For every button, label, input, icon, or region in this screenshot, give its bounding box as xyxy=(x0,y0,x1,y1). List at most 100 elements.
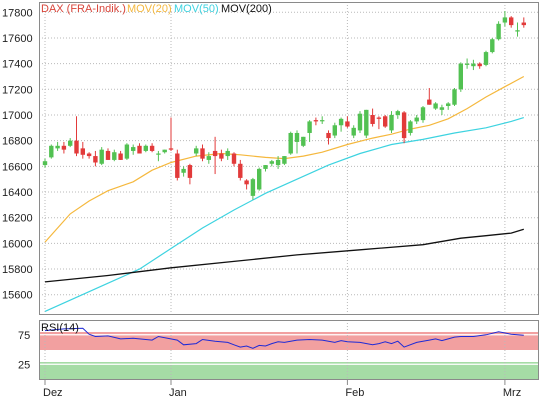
candle-down xyxy=(370,114,375,124)
candle-up xyxy=(395,111,400,115)
candle-up xyxy=(414,117,419,122)
candle-down xyxy=(105,150,111,160)
candle-up xyxy=(446,103,451,106)
x-tick-label: Dez xyxy=(43,387,63,399)
candle-up xyxy=(112,152,117,160)
candle-up xyxy=(156,153,161,155)
candle-up xyxy=(408,121,413,133)
candle-up xyxy=(206,156,211,160)
candle-down xyxy=(477,63,482,67)
x-tick-label: Jan xyxy=(169,387,187,399)
x-tick-label: Mrz xyxy=(503,387,521,399)
candle-up xyxy=(288,132,293,154)
rsi-y-tick: 25 xyxy=(18,359,30,371)
candle-up xyxy=(307,121,312,133)
ma-line-200 xyxy=(44,228,524,283)
candle-up xyxy=(99,149,104,164)
legend-title: DAX (FRA-Indik.) xyxy=(41,3,126,15)
candle-up xyxy=(294,132,300,142)
price-y-tick: 16000 xyxy=(2,238,33,250)
candle-up xyxy=(162,149,167,153)
rsi-line xyxy=(44,327,524,349)
candle-down xyxy=(80,148,85,155)
chart-legend: DAX (FRA-Indik.) MOV(20) MOV(50) MOV(200… xyxy=(41,3,272,15)
price-y-tick: 15600 xyxy=(2,290,33,302)
candle-up xyxy=(464,63,470,65)
candle-up xyxy=(502,17,508,23)
candle-up xyxy=(332,125,337,136)
candle-up xyxy=(194,148,199,154)
candle-down xyxy=(219,153,224,159)
candle-down xyxy=(137,145,142,154)
price-y-tick: 16600 xyxy=(2,161,33,173)
candle-up xyxy=(275,159,281,166)
price-y-tick: 17800 xyxy=(2,7,33,19)
candle-up xyxy=(389,114,394,131)
rsi-gridlines xyxy=(39,320,539,379)
candle-up xyxy=(338,118,344,126)
candle-down xyxy=(74,140,79,154)
price-y-axis: 15600 15800 16000 16200 16400 16600 16800 17000… xyxy=(2,7,33,301)
candle-up xyxy=(250,179,256,196)
legend-mov50: MOV(50) xyxy=(174,3,219,15)
candle-up xyxy=(357,113,363,131)
legend-mov20: MOV(20) xyxy=(127,3,172,15)
rsi-oversold-band xyxy=(39,362,539,379)
candle-down xyxy=(61,145,67,150)
candle-down xyxy=(86,153,92,157)
candle-up xyxy=(143,145,148,151)
candle-up xyxy=(351,127,356,136)
candlesticks xyxy=(42,10,526,200)
price-y-tick: 16800 xyxy=(2,136,33,148)
price-gridlines xyxy=(39,2,539,314)
candle-up xyxy=(452,89,457,105)
candle-up xyxy=(420,107,426,121)
candle-up xyxy=(483,52,489,65)
rsi-series-line xyxy=(44,327,524,349)
candle-down xyxy=(244,180,249,185)
candle-up xyxy=(439,107,445,110)
price-y-tick: 17200 xyxy=(2,84,33,96)
candle-up xyxy=(269,161,274,164)
candle-down xyxy=(238,163,243,178)
candle-down xyxy=(212,150,218,157)
candle-down xyxy=(313,120,319,122)
candle-up xyxy=(433,103,438,109)
candle-up xyxy=(263,165,268,169)
price-y-tick: 17000 xyxy=(2,110,33,122)
candle-up xyxy=(124,144,130,159)
candle-down xyxy=(93,156,98,163)
candle-up xyxy=(42,161,48,166)
price-y-tick: 17400 xyxy=(2,59,33,71)
rsi-panel-border xyxy=(39,320,539,380)
candle-down xyxy=(149,145,155,151)
price-panel-border xyxy=(39,2,539,315)
legend-mov200: MOV(200) xyxy=(221,3,272,15)
candle-down xyxy=(326,132,331,139)
x-axis: Dez Jan Feb Mrz xyxy=(43,380,521,399)
candle-down xyxy=(200,148,205,159)
candle-up xyxy=(181,168,186,173)
candle-up xyxy=(225,150,230,157)
price-y-tick: 16400 xyxy=(2,187,33,199)
candle-down xyxy=(231,153,237,164)
candle-up xyxy=(458,63,463,90)
price-y-tick: 17600 xyxy=(2,33,33,45)
candle-down xyxy=(118,153,123,160)
candle-up xyxy=(471,63,476,67)
candle-up xyxy=(515,30,520,32)
candle-down xyxy=(345,121,350,127)
rsi-y-axis: 25 75 xyxy=(18,330,30,372)
candle-down xyxy=(521,22,526,26)
candle-down xyxy=(187,165,193,178)
candle-up xyxy=(68,140,73,146)
price-panel: 15600 15800 16000 16200 16400 16600 16800 17000… xyxy=(2,2,539,315)
candle-up xyxy=(257,168,262,190)
candle-up xyxy=(55,145,60,149)
candle-down xyxy=(401,112,407,139)
candle-down xyxy=(427,99,432,105)
candle-down xyxy=(376,117,382,119)
candle-up xyxy=(320,120,325,122)
ma-line-50 xyxy=(44,117,524,312)
